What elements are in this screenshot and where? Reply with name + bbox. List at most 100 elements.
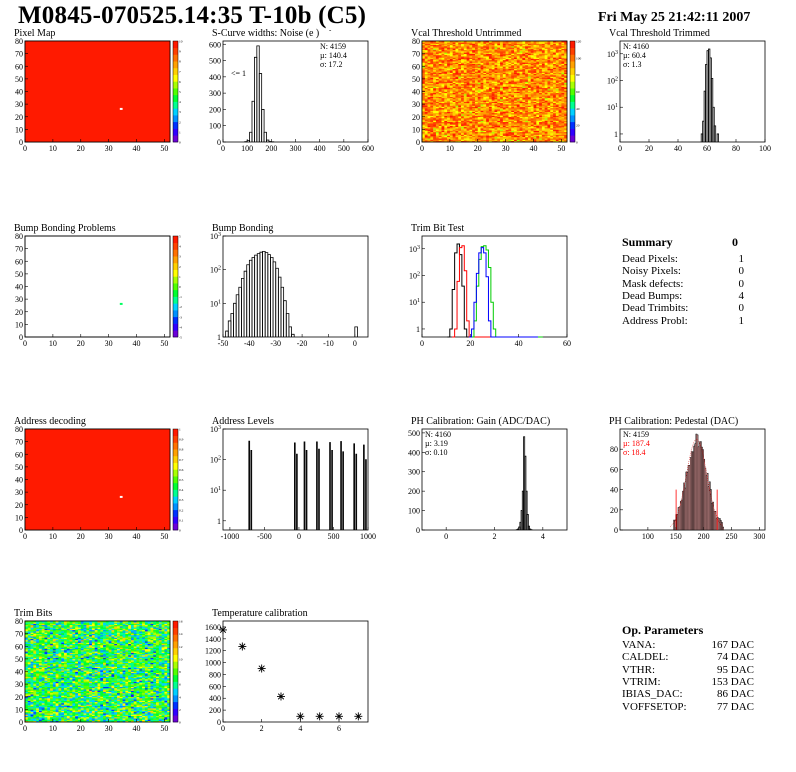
heat-cell bbox=[547, 87, 551, 90]
heat-cell bbox=[447, 83, 451, 86]
heat-cell bbox=[458, 52, 462, 54]
heat-cell bbox=[508, 136, 512, 139]
heat-cell bbox=[544, 53, 548, 56]
heat-cell bbox=[488, 49, 493, 52]
heat-cell bbox=[466, 56, 470, 58]
heat-cell bbox=[463, 120, 467, 123]
heat-cell bbox=[511, 76, 515, 78]
heat-cell bbox=[461, 136, 465, 139]
heat-cell bbox=[27, 622, 31, 624]
heat-cell bbox=[561, 52, 565, 54]
page-title: M0845-070525.14:35 T-10b (C5) bbox=[18, 2, 367, 29]
heat-cell bbox=[444, 47, 448, 49]
heat-cell bbox=[516, 71, 520, 73]
heat-cell bbox=[505, 64, 509, 67]
heat-cell bbox=[539, 133, 543, 135]
heat-cell bbox=[455, 109, 459, 111]
heat-cell bbox=[500, 116, 504, 119]
heat-cell bbox=[441, 99, 445, 101]
heat-cell bbox=[525, 92, 529, 95]
heat-cell bbox=[508, 119, 512, 121]
heat-cell bbox=[561, 87, 565, 90]
heat-cell bbox=[558, 112, 562, 115]
heat-cell bbox=[463, 102, 467, 105]
heat-cell bbox=[422, 71, 426, 73]
heat-cell bbox=[422, 112, 426, 115]
heat-cell bbox=[474, 58, 479, 61]
heat-cell bbox=[486, 75, 490, 77]
heat-cell bbox=[561, 130, 565, 133]
heat-cell bbox=[477, 95, 481, 97]
x-tick-label: 10 bbox=[49, 339, 57, 348]
heat-cell bbox=[30, 624, 34, 627]
heat-cell bbox=[494, 64, 498, 67]
heat-cell bbox=[541, 76, 545, 78]
heat-cell bbox=[30, 675, 34, 677]
heat-cell bbox=[438, 46, 442, 48]
heat-cell bbox=[461, 47, 465, 49]
x-tick-label: 0 bbox=[618, 144, 622, 153]
heat-cell bbox=[444, 42, 448, 44]
heat-cell bbox=[435, 47, 440, 49]
heat-cell bbox=[525, 56, 529, 58]
heat-cell bbox=[558, 124, 562, 126]
heat-cell bbox=[452, 61, 456, 63]
heat-cell bbox=[25, 676, 29, 679]
heat-cell bbox=[477, 116, 481, 119]
heat-cell bbox=[427, 66, 431, 68]
heat-cell bbox=[491, 126, 495, 129]
heat-cell bbox=[527, 72, 532, 75]
heat-cell bbox=[564, 66, 568, 68]
heat-cell bbox=[25, 629, 29, 632]
heat-cell bbox=[522, 118, 526, 120]
heat-cell bbox=[474, 104, 479, 106]
heat-cell bbox=[519, 76, 523, 78]
heat-cell bbox=[505, 86, 509, 89]
heat-cell bbox=[458, 104, 462, 106]
heat-cell bbox=[508, 78, 512, 81]
heat-cell bbox=[497, 118, 501, 120]
heat-cell bbox=[494, 42, 498, 44]
heat-cell bbox=[522, 133, 526, 135]
heat-cell bbox=[516, 138, 520, 140]
heat-cell bbox=[550, 92, 554, 95]
heat-cell bbox=[452, 47, 456, 49]
heat-cell bbox=[541, 136, 545, 139]
heat-cell bbox=[466, 71, 470, 73]
heat-cell bbox=[480, 82, 484, 85]
heat-cell bbox=[30, 676, 34, 679]
heat-cell bbox=[447, 42, 451, 44]
heat-cell bbox=[514, 61, 518, 63]
heat-cell bbox=[33, 691, 37, 694]
heat-cell bbox=[458, 58, 462, 61]
heat-cell bbox=[502, 107, 506, 110]
heat-cell bbox=[430, 100, 434, 102]
heat-cell bbox=[527, 75, 532, 77]
heat-cell bbox=[441, 73, 445, 76]
heat-cell bbox=[502, 49, 506, 52]
heat-cell bbox=[458, 109, 462, 111]
heat-cell bbox=[547, 130, 551, 133]
heat-cell bbox=[461, 112, 465, 115]
heat-cell bbox=[433, 53, 437, 56]
heat-cell bbox=[455, 126, 459, 129]
heat-cell bbox=[441, 47, 445, 49]
heat-cell bbox=[441, 123, 445, 125]
heat-cell bbox=[449, 135, 453, 138]
heat-cell bbox=[544, 91, 548, 94]
heat-cell bbox=[561, 73, 565, 76]
heat-cell bbox=[505, 106, 509, 109]
heat-cell bbox=[555, 128, 559, 130]
heat-cell bbox=[550, 88, 554, 91]
heat-cell bbox=[508, 68, 512, 71]
heat-cell bbox=[561, 76, 565, 78]
heat-cell bbox=[547, 77, 551, 80]
heat-cell bbox=[533, 92, 537, 95]
heat-cell bbox=[494, 48, 498, 51]
heat-cell bbox=[527, 105, 532, 107]
heat-cell bbox=[486, 119, 490, 121]
bump-bonding-frame bbox=[222, 235, 369, 338]
heat-cell bbox=[494, 59, 498, 62]
heat-cell bbox=[444, 94, 448, 96]
x-tick-label: 40 bbox=[133, 144, 141, 153]
